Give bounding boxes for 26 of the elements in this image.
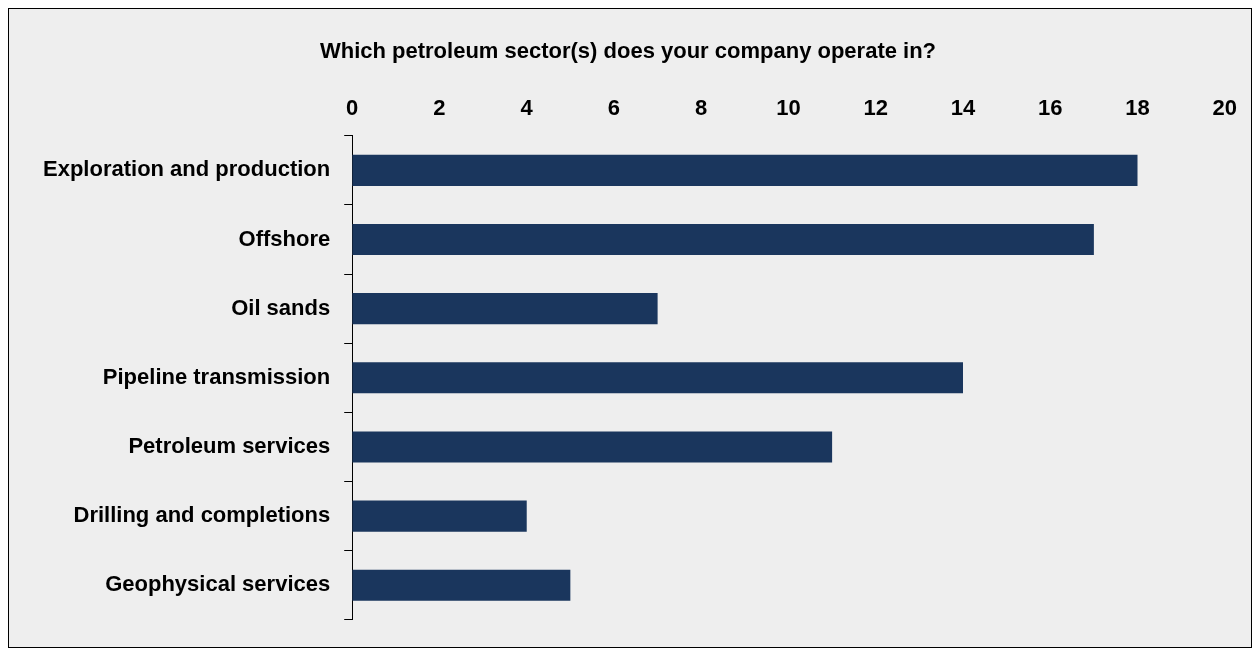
bar	[352, 362, 963, 394]
bar	[352, 223, 1094, 256]
x-tick-label: 2	[433, 94, 446, 120]
x-tick-label: 10	[776, 94, 801, 120]
x-tick-label: 6	[607, 94, 621, 120]
y-tick-label: Exploration and production	[43, 156, 331, 182]
bar	[352, 154, 1138, 186]
x-tick-label: 4	[520, 94, 534, 120]
y-tick-label: Geophysical services	[105, 571, 331, 597]
y-tick-label: Drilling and completions	[73, 502, 331, 528]
x-tick-label: 12	[863, 94, 888, 120]
x-tick-label: 0	[346, 94, 359, 120]
bar	[352, 500, 527, 532]
x-tick-label: 16	[1038, 94, 1063, 120]
y-tick-label: Pipeline transmission	[102, 363, 331, 389]
bar	[352, 569, 571, 601]
x-tick-label: 14	[950, 94, 976, 120]
y-tick-label: Oil sands	[231, 294, 331, 320]
y-tick-label: Petroleum services	[128, 433, 331, 459]
bar	[352, 431, 833, 463]
x-tick-label: 8	[695, 94, 708, 120]
chart-title: Which petroleum sector(s) does your company operate in?	[319, 38, 937, 64]
x-tick-label: 20	[1212, 94, 1238, 120]
y-tick-label: Offshore	[238, 225, 331, 251]
bar	[352, 293, 658, 325]
x-tick-label: 18	[1125, 94, 1150, 120]
